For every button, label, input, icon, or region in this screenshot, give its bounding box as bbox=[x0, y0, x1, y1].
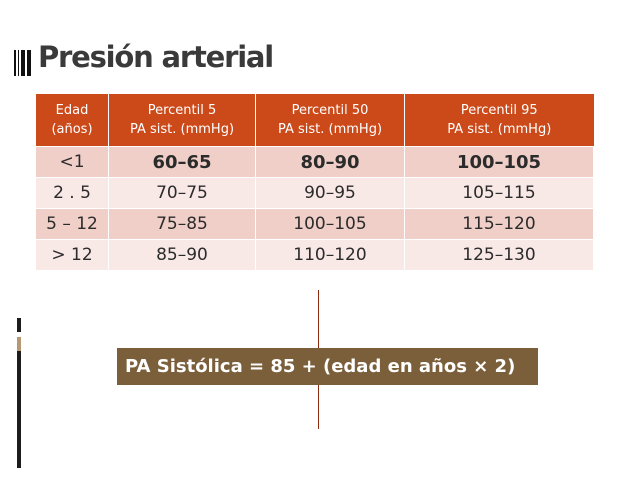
header-age-line2: (años) bbox=[51, 122, 93, 137]
header-percentile-95: Percentil 95 PA sist. (mmHg) bbox=[404, 94, 594, 147]
p95-cell: 125–130 bbox=[404, 239, 594, 270]
left-accent-line bbox=[17, 318, 21, 468]
p50-cell: 100–105 bbox=[255, 208, 405, 240]
p5-cell: 70–75 bbox=[108, 177, 256, 209]
slide-title: Presión arterial bbox=[38, 40, 274, 74]
header-p50-line1: Percentil 50 bbox=[291, 103, 369, 118]
blood-pressure-table: Edad (años) Percentil 5 PA sist. (mmHg) … bbox=[36, 94, 594, 270]
age-cell: 5 – 12 bbox=[36, 208, 109, 240]
p95-cell: 115–120 bbox=[404, 208, 594, 240]
p50-cell: 80–90 bbox=[255, 146, 405, 178]
p5-cell: 85–90 bbox=[108, 239, 256, 270]
header-age-line1: Edad bbox=[55, 103, 89, 118]
table-row: 5 – 12 75–85 100–105 115–120 bbox=[36, 208, 594, 240]
header-p5-line1: Percentil 5 bbox=[147, 103, 217, 118]
header-percentile-50: Percentil 50 PA sist. (mmHg) bbox=[255, 94, 405, 147]
header-p5-line2: PA sist. (mmHg) bbox=[129, 122, 235, 137]
connector-line-top bbox=[318, 290, 319, 348]
table-row: <1 60–65 80–90 100–105 bbox=[36, 146, 594, 178]
header-age: Edad (años) bbox=[36, 94, 109, 147]
connector-line-bottom bbox=[318, 385, 319, 429]
p5-cell: 60–65 bbox=[108, 146, 256, 178]
p50-cell: 110–120 bbox=[255, 239, 405, 270]
table-row: > 12 85–90 110–120 125–130 bbox=[36, 239, 594, 270]
table-row: 2 . 5 70–75 90–95 105–115 bbox=[36, 177, 594, 209]
p5-cell: 75–85 bbox=[108, 208, 256, 240]
p95-cell: 100–105 bbox=[404, 146, 594, 178]
age-cell: <1 bbox=[36, 146, 109, 178]
table-header-row: Edad (años) Percentil 5 PA sist. (mmHg) … bbox=[36, 94, 594, 147]
systolic-formula-box: PA Sistólica = 85 + (edad en años × 2) bbox=[117, 348, 538, 385]
age-cell: 2 . 5 bbox=[36, 177, 109, 209]
header-p50-line2: PA sist. (mmHg) bbox=[277, 122, 383, 137]
age-cell: > 12 bbox=[36, 239, 109, 270]
p50-cell: 90–95 bbox=[255, 177, 405, 209]
title-bar-icon bbox=[14, 50, 31, 76]
header-p95-line1: Percentil 95 bbox=[460, 103, 538, 118]
p95-cell: 105–115 bbox=[404, 177, 594, 209]
header-p95-line2: PA sist. (mmHg) bbox=[447, 122, 552, 137]
header-percentile-5: Percentil 5 PA sist. (mmHg) bbox=[108, 94, 256, 147]
